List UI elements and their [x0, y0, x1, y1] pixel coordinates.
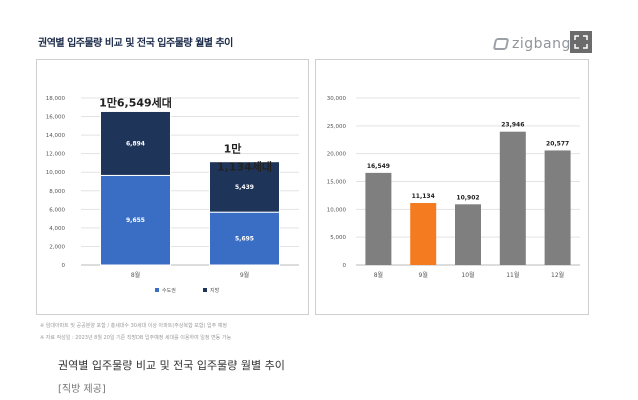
image-caption: 권역별 입주물량 비교 및 전국 입주물량 월별 추이	[58, 359, 285, 372]
x-tick-label: 9월	[240, 271, 249, 279]
bar-segment	[100, 110, 171, 176]
bar-segment	[100, 174, 171, 266]
legend-label: 지방	[210, 287, 220, 294]
y-tick-label: 20,000	[327, 152, 347, 158]
y-tick-label: 25,000	[327, 124, 347, 130]
legend-label: 수도권	[162, 287, 176, 294]
bar-segment	[209, 161, 280, 213]
x-tick-label: 11월	[506, 271, 519, 279]
infographic-title: 권역별 입주물량 비교 및 전국 입주물량 월별 추이	[38, 38, 233, 49]
x-tick-label: 8월	[374, 271, 383, 279]
regional-stacked-bar-chart: 0 2,000 4,000 6,000 8,000 10,000 12,000 14,000 1…	[46, 95, 299, 294]
image-credit: [직방 제공]	[58, 384, 106, 395]
bar	[544, 150, 571, 265]
y-tick-label: 2,000	[49, 244, 65, 250]
y-tick-label: 10,000	[46, 170, 66, 176]
y-tick-label: 10,000	[327, 207, 347, 213]
regional-chart-panel: 0 2,000 4,000 6,000 8,000 10,000 12,000 14,000 1…	[36, 59, 309, 315]
total-value-label: 1만	[224, 142, 242, 156]
footnote-2: ※ 자료 작성일 : 2023년 8월 20일 기준 직방DB 입주예정 세대를…	[40, 335, 232, 341]
segment-value-label: 5,695	[235, 236, 254, 243]
bar-segment	[209, 211, 280, 266]
segment-value-label: 5,439	[235, 184, 254, 191]
y-tick-label: 14,000	[46, 133, 66, 139]
bar	[410, 203, 437, 265]
footnote-1: ※ 임대아파트 및 공공분양 포함 / 총세대수 30세대 이상 아파트(주상복…	[40, 323, 228, 329]
monthly-chart-panel: 0 5,000 10,000 15,000 20,000 25,000 30,000 16,5…	[315, 59, 589, 315]
y-tick-label: 12,000	[46, 152, 66, 158]
y-tick-label: 18,000	[46, 96, 66, 102]
segment-value-label: 9,655	[126, 217, 145, 224]
bar	[365, 172, 392, 265]
legend-swatch	[203, 288, 207, 292]
y-tick-label: 6,000	[49, 207, 65, 213]
y-tick-label: 5,000	[330, 235, 346, 241]
bar-value-label: 20,577	[546, 140, 569, 147]
total-value-label: 1,134세대	[217, 160, 272, 174]
x-tick-label: 10월	[461, 271, 474, 279]
y-tick-label: 30,000	[327, 96, 347, 102]
x-tick-label: 12월	[551, 271, 564, 279]
y-tick-label: 8,000	[49, 189, 65, 195]
bar-value-label: 16,549	[367, 163, 390, 170]
expand-icon[interactable]	[570, 31, 592, 53]
y-tick-label: 4,000	[49, 226, 65, 232]
bar-value-label: 10,902	[456, 194, 479, 201]
brand-name: zigbang	[512, 36, 571, 52]
x-tick-label: 9월	[419, 271, 428, 279]
legend-swatch	[155, 288, 159, 292]
monthly-bar-chart: 0 5,000 10,000 15,000 20,000 25,000 30,000 16,5…	[327, 96, 580, 279]
total-value-label: 1만6,549세대	[99, 95, 172, 109]
y-tick-label: 0	[343, 263, 347, 269]
segment-value-label: 6,894	[126, 140, 145, 147]
x-tick-label: 8월	[131, 271, 140, 279]
bar	[499, 131, 526, 265]
y-tick-label: 15,000	[327, 180, 347, 186]
brand-logo: zigbang	[492, 36, 571, 52]
bar-value-label: 11,134	[412, 193, 435, 200]
y-tick-label: 0	[62, 263, 66, 269]
bar	[455, 204, 481, 265]
bar-value-label: 23,946	[501, 122, 524, 129]
zigbang-logo-icon	[492, 38, 510, 50]
y-tick-label: 16,000	[46, 115, 66, 121]
